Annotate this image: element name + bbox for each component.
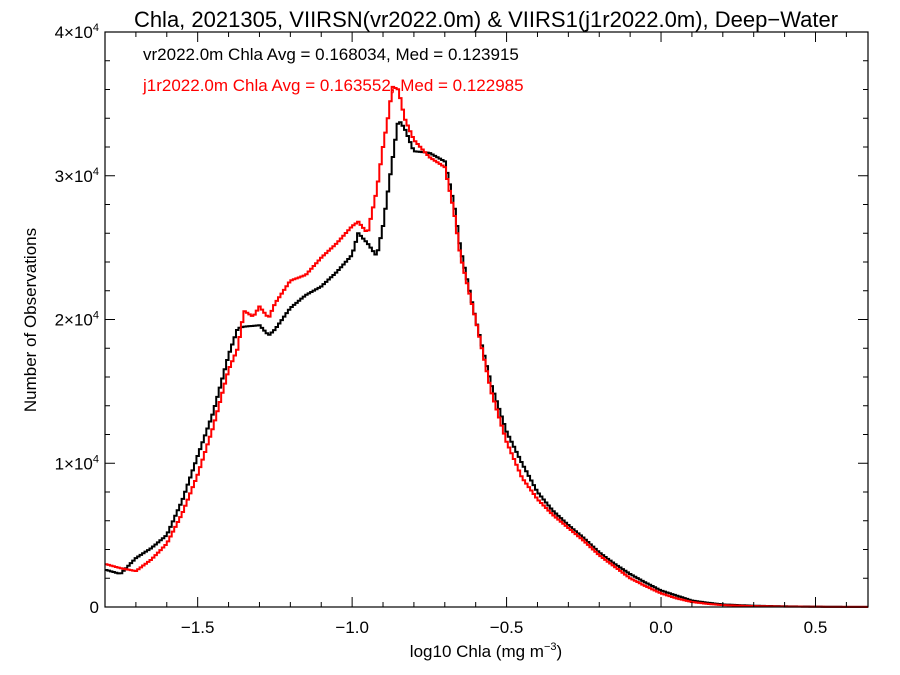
y-tick-label: 2×104 (55, 310, 99, 330)
x-axis-label-end: ) (557, 642, 563, 661)
annotation-1: vr2022.0m Chla Avg = 0.168034, Med = 0.1… (143, 45, 519, 64)
plot-frame (104, 31, 869, 608)
x-tick-label: −0.5 (490, 618, 524, 637)
x-tick-label: −1.5 (181, 618, 215, 637)
x-axis-label: log10 Chla (mg m−3) (410, 641, 562, 661)
y-tick-label: 1×104 (55, 453, 99, 473)
y-axis-label: Number of Observations (21, 228, 40, 412)
series-layer (105, 85, 868, 608)
x-axis: −1.5 −1.0 −0.5 0.0 0.5 (135, 32, 847, 637)
y-axis: 0 1×104 2×104 3×104 4×104 (55, 22, 868, 617)
chart-title: Chla, 2021305, VIIRSN(vr2022.0m) & VIIRS… (134, 7, 838, 32)
x-axis-label-text: log10 Chla (mg m (410, 642, 544, 661)
y-tick-label: 0 (90, 598, 99, 617)
x-axis-label-superscript: −3 (544, 641, 557, 653)
x-tick-label: −1.0 (335, 618, 369, 637)
x-tick-label: 0.0 (649, 618, 673, 637)
x-tick-label: 0.5 (804, 618, 828, 637)
series-line-2 (105, 85, 868, 608)
y-tick-label: 4×104 (55, 22, 99, 42)
y-tick-label: 3×104 (55, 166, 99, 186)
annotation-2: j1r2022.0m Chla Avg = 0.163552, Med = 0.… (142, 76, 524, 95)
annotation-layer: vr2022.0m Chla Avg = 0.168034, Med = 0.1… (142, 45, 524, 95)
